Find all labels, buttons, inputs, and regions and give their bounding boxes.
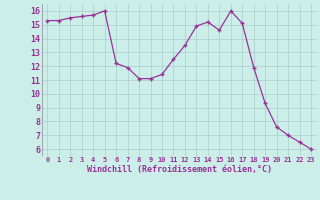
X-axis label: Windchill (Refroidissement éolien,°C): Windchill (Refroidissement éolien,°C) xyxy=(87,165,272,174)
